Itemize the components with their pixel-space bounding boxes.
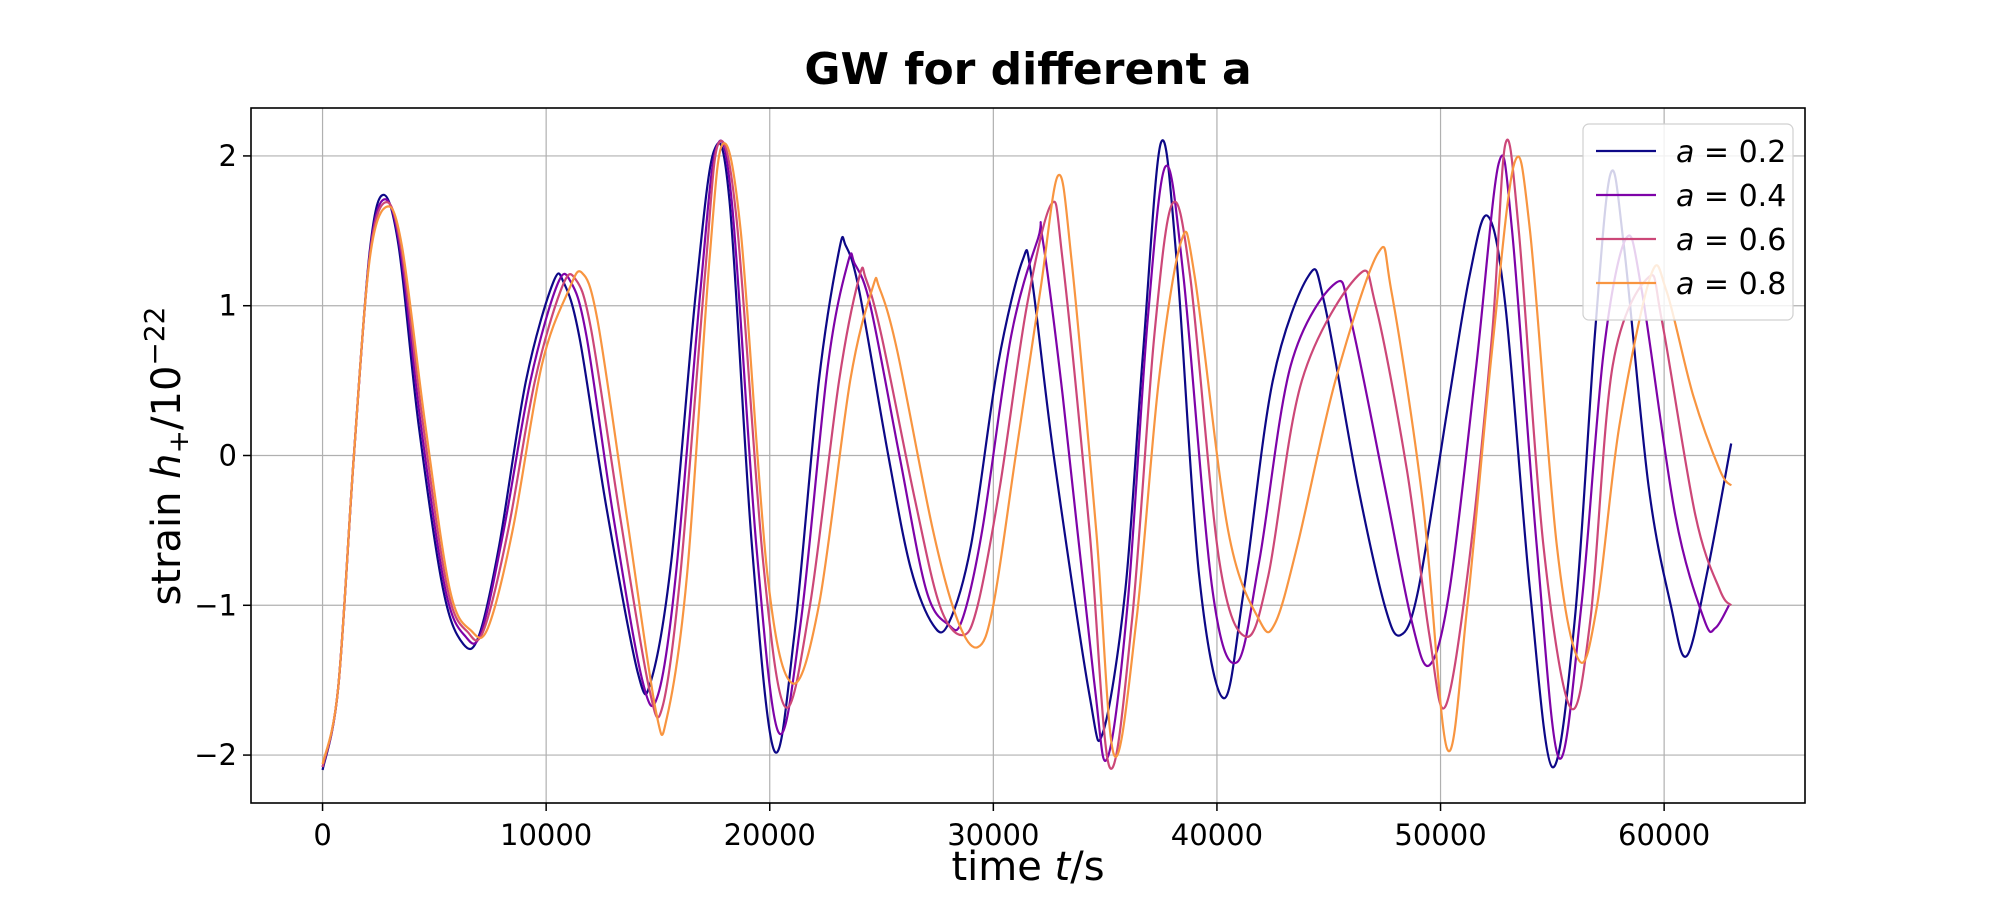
legend-label: a = 0.2 bbox=[1676, 135, 1786, 170]
y-axis-title: strain h+/10−22 bbox=[138, 307, 195, 606]
y-tick-label: 0 bbox=[219, 439, 237, 473]
y-axis-title-var: h bbox=[144, 453, 190, 478]
legend-label-var: a bbox=[1676, 223, 1694, 258]
legend-box bbox=[1582, 123, 1794, 321]
x-tick-label: 20000 bbox=[724, 818, 816, 852]
series-line-1 bbox=[321, 139, 1730, 768]
legend-label-var: a bbox=[1676, 135, 1694, 170]
y-axis-title-sub: + bbox=[162, 430, 195, 453]
legend: a = 0.2a = 0.4a = 0.6a = 0.8 bbox=[1582, 123, 1794, 321]
series-group bbox=[321, 138, 1733, 771]
x-axis-title-suffix: /s bbox=[1070, 844, 1104, 890]
legend-label-var: a bbox=[1676, 179, 1694, 214]
legend-label-var: a bbox=[1676, 267, 1694, 302]
x-tick-label: 60000 bbox=[1618, 818, 1710, 852]
y-axis-title-suffix: /10 bbox=[144, 366, 190, 430]
x-tick-label: 0 bbox=[313, 818, 331, 852]
x-axis-ticks: 0 10000 20000 30000 40000 50000 60000 bbox=[313, 803, 1710, 852]
x-tick-label: 30000 bbox=[947, 818, 1039, 852]
chart-title: GW for different a bbox=[804, 44, 1251, 95]
legend-label-value: = 0.2 bbox=[1694, 135, 1786, 170]
x-tick-label: 10000 bbox=[500, 818, 592, 852]
y-axis-title-prefix: strain bbox=[144, 479, 190, 606]
series-line-3 bbox=[321, 142, 1733, 765]
y-axis-title-exp: −22 bbox=[138, 307, 171, 366]
x-tick-label: 50000 bbox=[1394, 818, 1486, 852]
legend-label-value: = 0.4 bbox=[1694, 179, 1786, 214]
y-tick-label: 1 bbox=[219, 289, 237, 323]
x-tick-label: 40000 bbox=[1171, 818, 1263, 852]
y-tick-label: 2 bbox=[219, 139, 237, 173]
legend-label: a = 0.4 bbox=[1676, 179, 1786, 214]
y-tick-label: −2 bbox=[194, 738, 237, 772]
x-axis-title-var: t bbox=[1055, 844, 1072, 890]
series-line-2 bbox=[321, 138, 1733, 770]
legend-label: a = 0.6 bbox=[1676, 223, 1786, 258]
legend-label-value: = 0.6 bbox=[1694, 223, 1786, 258]
y-axis-ticks: 2 1 0 −1 −2 bbox=[194, 139, 251, 772]
legend-label-value: = 0.8 bbox=[1694, 267, 1786, 302]
y-tick-label: −1 bbox=[194, 588, 237, 622]
x-axis-title-prefix: time bbox=[951, 844, 1054, 890]
x-axis-title: time t/s bbox=[951, 844, 1104, 890]
series-line-0 bbox=[321, 139, 1733, 771]
legend-label: a = 0.8 bbox=[1676, 267, 1786, 302]
